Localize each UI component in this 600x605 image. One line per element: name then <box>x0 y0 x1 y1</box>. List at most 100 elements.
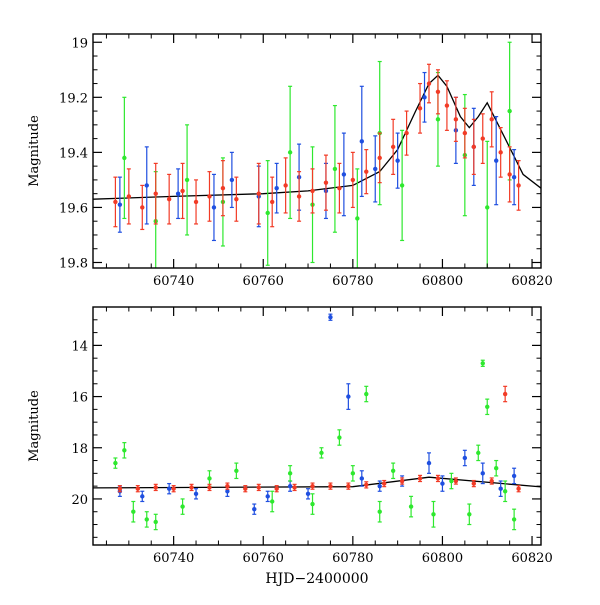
top-point-red <box>126 168 132 225</box>
top-marker <box>256 191 261 196</box>
bottom-y-axis-label: Magnitude <box>27 390 42 462</box>
top-y-axis-label: Magnitude <box>27 115 42 187</box>
top-point-red <box>220 160 226 217</box>
top-point-red <box>489 91 494 148</box>
bottom-point-red <box>256 483 261 492</box>
top-point-red <box>323 154 329 211</box>
bottom-marker <box>346 483 351 489</box>
top-plot-frame <box>92 33 542 269</box>
bottom-marker <box>489 478 494 484</box>
bottom-x-tick-label: 60760 <box>243 551 284 566</box>
top-marker <box>390 144 396 150</box>
top-marker <box>287 150 293 155</box>
bottom-point-blue <box>305 488 311 500</box>
top-marker <box>359 139 364 144</box>
bottom-point-green <box>511 508 517 531</box>
bottom-marker <box>399 478 405 484</box>
bottom-marker <box>243 486 248 491</box>
top-model-curve <box>93 74 541 200</box>
top-point-red <box>140 184 145 231</box>
bottom-point-red <box>346 482 351 490</box>
top-point-green <box>485 140 490 268</box>
bottom-marker <box>480 361 485 366</box>
bottom-marker <box>287 471 293 476</box>
top-marker <box>462 130 468 136</box>
top-marker <box>211 205 217 210</box>
top-point-red <box>193 179 199 225</box>
bottom-point-green <box>131 500 136 523</box>
top-point-green <box>287 85 293 220</box>
bottom-marker <box>122 448 127 453</box>
top-x-tick-label: 60760 <box>243 274 284 289</box>
bottom-point-blue <box>498 480 503 497</box>
top-marker <box>516 183 521 188</box>
top-marker <box>265 210 270 216</box>
bottom-marker <box>117 486 123 491</box>
bottom-y-tick-label: 14 <box>71 339 88 354</box>
bottom-point-green <box>310 493 315 515</box>
x-axis-label: HJD−2400000 <box>265 571 368 587</box>
top-marker <box>122 155 127 161</box>
bottom-point-green <box>431 500 436 528</box>
bottom-marker <box>180 504 185 509</box>
top-point-red <box>364 149 369 195</box>
top-marker <box>489 117 494 122</box>
bottom-marker <box>359 476 364 481</box>
bottom-marker <box>270 499 275 504</box>
bottom-point-blue <box>140 490 145 503</box>
top-marker <box>274 185 279 191</box>
bottom-point-red <box>117 485 123 493</box>
top-point-blue <box>422 71 427 123</box>
top-point-blue <box>144 146 149 225</box>
top-panel: 60740 60760 60780 60800 60820 19 19.2 19.4 19.6 1… <box>27 33 553 289</box>
bottom-marker <box>485 404 490 410</box>
bottom-marker <box>467 512 472 517</box>
top-point-red <box>435 69 441 115</box>
bottom-marker <box>502 391 508 397</box>
top-point-blue <box>274 162 279 214</box>
top-marker <box>507 108 512 114</box>
bottom-marker <box>225 483 230 489</box>
bottom-point-green <box>337 429 342 446</box>
top-marker <box>350 177 356 183</box>
bottom-x-tick-label: 60740 <box>153 551 194 566</box>
bottom-point-green <box>180 498 185 515</box>
bottom-point-green <box>502 480 508 503</box>
top-y-tick-label: 19.8 <box>59 256 88 271</box>
top-y-tick-label: 19.6 <box>59 201 88 216</box>
bottom-marker <box>471 481 476 486</box>
bottom-point-red <box>453 477 459 485</box>
top-x-tick-label: 60800 <box>422 274 463 289</box>
bottom-point-green <box>390 462 396 480</box>
bottom-marker <box>364 391 369 397</box>
bottom-marker <box>377 483 382 489</box>
bottom-point-green <box>408 495 414 518</box>
bottom-marker <box>310 501 315 507</box>
bottom-marker <box>113 460 118 466</box>
bottom-point-blue <box>440 475 445 492</box>
bottom-point-green <box>449 472 454 490</box>
top-marker <box>166 196 172 202</box>
top-marker <box>193 199 199 205</box>
bottom-marker <box>511 517 517 522</box>
top-point-red <box>310 168 315 214</box>
top-marker <box>453 117 459 122</box>
bottom-y-tick-label: 20 <box>71 493 88 508</box>
top-x-tick-label: 60780 <box>332 274 373 289</box>
bottom-marker <box>449 478 454 484</box>
bottom-marker <box>328 483 333 489</box>
top-point-red <box>444 80 450 131</box>
bottom-point-red <box>471 479 476 488</box>
bottom-point-green <box>494 459 499 477</box>
top-marker <box>426 81 432 86</box>
bottom-marker <box>144 517 149 522</box>
top-point-red <box>417 82 423 134</box>
bottom-marker <box>502 489 508 494</box>
bottom-marker <box>287 483 293 489</box>
bottom-marker <box>207 485 212 490</box>
bottom-point-blue <box>346 383 351 410</box>
bottom-marker <box>140 494 145 499</box>
top-point-red <box>390 118 396 175</box>
top-marker <box>444 103 450 108</box>
bottom-marker <box>494 466 499 471</box>
